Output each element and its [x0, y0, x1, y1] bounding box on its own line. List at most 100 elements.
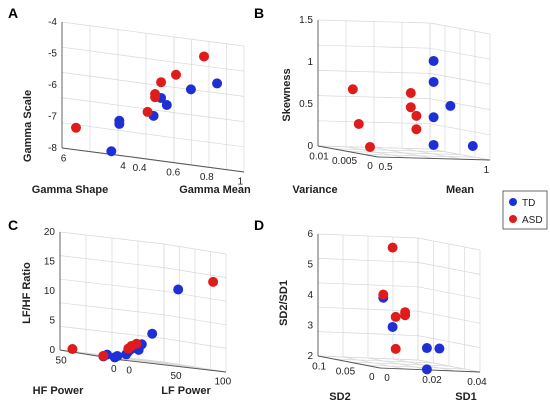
panel-a-letter: A — [8, 5, 18, 21]
z-tick-label: 0 — [307, 141, 313, 152]
z-tick-label: 1 — [307, 57, 313, 68]
z-tick-label: 4 — [307, 290, 313, 301]
point-td — [428, 112, 439, 123]
panel-a-points — [71, 51, 223, 157]
y-axis-line — [377, 156, 491, 161]
y-tick-label: 100 — [214, 376, 231, 387]
y-tick-label: 1 — [238, 176, 244, 187]
z-tick-label: -8 — [48, 143, 57, 154]
point-asd — [67, 344, 78, 355]
y-tick-label: 0.02 — [422, 375, 442, 386]
legend-box — [502, 190, 548, 230]
panel-b-points — [347, 55, 478, 152]
y-tick-label: 0.04 — [467, 377, 487, 388]
point-td — [109, 352, 120, 363]
point-asd — [378, 289, 389, 300]
x-tick-label: 0.05 — [336, 367, 356, 378]
x-tick-label: 6 — [61, 153, 67, 164]
panel-b-axes-frame: 0 0.5 1 1.5 0.01 0.005 0 0.5 1 — [299, 15, 491, 176]
legend-asd-marker — [509, 215, 517, 223]
x-tick-label: 50 — [56, 356, 68, 367]
legend-td-marker — [509, 198, 517, 206]
point-td — [428, 55, 439, 66]
panel-c-ylabel: LF Power — [161, 385, 211, 397]
panel-a-axes-frame: -4 -5 -6 -7 -8 6 4 0.4 0.6 0.8 1 — [48, 17, 245, 187]
point-td — [185, 84, 196, 95]
point-td — [212, 78, 223, 89]
x-tick-label: 0.1 — [312, 362, 326, 373]
z-tick-label: 6 — [307, 229, 313, 240]
panel-d-axes-frame: 2 3 4 5 6 0.1 0.05 0 0 0.02 0.04 — [307, 229, 487, 388]
panel-b-xlabel: Variance — [292, 184, 337, 196]
grid-line — [333, 358, 434, 364]
x-tick-label: 0.005 — [332, 156, 357, 167]
panel-d-xlabel: SD2 — [329, 391, 350, 403]
y-tick-label: 0.4 — [133, 163, 147, 174]
panel-c-points — [67, 276, 219, 363]
y-tick-label: 1 — [484, 165, 490, 176]
point-asd — [71, 122, 81, 133]
panel-d-letter: D — [254, 217, 264, 233]
z-tick-label: -6 — [48, 80, 57, 91]
y-tick-label: 0.5 — [379, 162, 393, 173]
z-tick-label: 10 — [44, 286, 56, 297]
point-asd — [390, 311, 401, 322]
grid-line — [317, 355, 419, 361]
x-axis-line — [317, 355, 381, 369]
z-tick-label: 1.5 — [299, 15, 313, 26]
panel-b-grid — [317, 19, 491, 161]
panel-b-zlabel: Skewness — [281, 68, 293, 121]
z-tick-label: 0 — [49, 345, 55, 356]
z-tick-label: 3 — [307, 321, 313, 332]
z-tick-label: -7 — [48, 112, 57, 123]
panel-a-zlabel: Gamma Scale — [22, 90, 34, 162]
panel-b-ylabel: Mean — [446, 184, 474, 196]
x-tick-label: 0 — [111, 364, 117, 375]
z-tick-label: -4 — [48, 17, 57, 28]
y-axis-line — [131, 156, 245, 173]
x-axis-line — [317, 145, 379, 158]
panel-c-letter: C — [8, 217, 18, 233]
point-asd — [353, 118, 364, 129]
grid-line — [332, 148, 446, 153]
point-asd — [405, 88, 416, 98]
point-asd — [400, 310, 411, 321]
panel-c-xlabel: HF Power — [33, 385, 84, 397]
point-td — [161, 100, 172, 111]
panel-b-letter: B — [254, 5, 264, 21]
grid-line — [373, 147, 435, 159]
grid-line — [163, 361, 227, 373]
y-tick-label: 0 — [126, 366, 132, 377]
point-td — [387, 321, 398, 332]
z-tick-label: 0.5 — [299, 99, 313, 110]
grid-line — [417, 359, 481, 373]
z-tick-label: 5 — [307, 260, 313, 271]
point-asd — [123, 343, 134, 354]
point-asd — [387, 242, 398, 253]
point-td — [428, 139, 439, 150]
y-tick-label: 0 — [384, 373, 390, 384]
panel-a-ylabel: Gamma Mean — [179, 184, 251, 196]
panel-a: A -4 -5 -6 -7 -8 6 4 0.4 0.6 0.8 1 Gamma Scale Gam… — [8, 5, 251, 196]
point-td — [173, 284, 184, 295]
panel-a-xlabel: Gamma Shape — [32, 184, 108, 196]
x-tick-label: 4 — [120, 161, 126, 172]
grid-line — [392, 358, 456, 372]
point-asd — [411, 124, 422, 135]
z-tick-label: 15 — [44, 257, 56, 268]
legend: TD ASD — [502, 190, 548, 230]
y-axis-line — [121, 359, 227, 373]
panel-d-points — [378, 242, 445, 375]
point-asd — [142, 106, 153, 117]
y-tick-label: 50 — [170, 371, 182, 382]
panel-d-ylabel: SD1 — [455, 391, 476, 403]
point-td — [434, 343, 445, 354]
grid-line — [137, 358, 201, 370]
point-asd — [208, 276, 219, 287]
point-asd — [171, 69, 181, 80]
grid-line — [367, 357, 431, 371]
x-tick-label: 0.01 — [309, 152, 329, 163]
grid-line — [401, 147, 463, 160]
point-td — [467, 141, 478, 151]
